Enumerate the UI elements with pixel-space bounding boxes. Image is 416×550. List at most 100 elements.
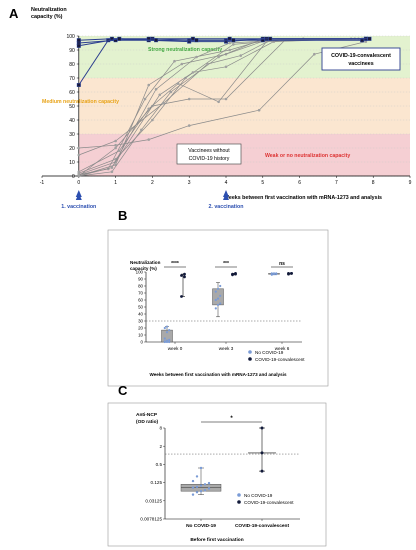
a-ytick-7: 70 bbox=[69, 76, 75, 82]
c-point-nocovid-5 bbox=[191, 486, 195, 489]
c-point-conv-1 bbox=[260, 451, 264, 455]
a-conv-point-3-5 bbox=[268, 36, 273, 41]
a-ytick-9: 90 bbox=[69, 48, 75, 54]
c-legend-conv: COVID-19-convalescent bbox=[244, 500, 294, 505]
a-naive-point-6-0 bbox=[77, 146, 81, 150]
a-ytick-0: 0 bbox=[72, 174, 75, 180]
b-point-conv-0-2 bbox=[180, 274, 183, 277]
a-xtick-9: 8 bbox=[372, 180, 375, 186]
b-legend-nocovid: No COVID-19 bbox=[255, 350, 284, 355]
band-label-weak: Weak or no neutralization capacity bbox=[265, 153, 350, 159]
a-naive-point-8-4 bbox=[228, 41, 231, 45]
b-point-nocovid-2-6 bbox=[270, 273, 273, 276]
b-ylabel-line1: Neutralization bbox=[130, 260, 161, 265]
b-sig-0: **** bbox=[171, 261, 179, 267]
c-ytick-2: 0.125 bbox=[151, 480, 163, 485]
b-point-nocovid-1-4 bbox=[216, 297, 220, 300]
a-naive-point-8-2 bbox=[154, 87, 158, 91]
c-ytick-1: 0.03125 bbox=[145, 498, 162, 503]
a-naive-point-0-4 bbox=[228, 48, 231, 52]
a-naive-point-9-1 bbox=[114, 139, 117, 143]
a-naive-point-8-1 bbox=[110, 166, 114, 169]
b-sig-1: *** bbox=[223, 261, 229, 267]
b-point-nocovid-1-7 bbox=[216, 287, 220, 290]
a-naive-point-6-6 bbox=[364, 40, 368, 43]
c-ytick-5: 8 bbox=[159, 426, 162, 431]
c-point-nocovid-0 bbox=[191, 493, 195, 496]
a-naive-point-7-3 bbox=[176, 82, 180, 85]
a-naive-point-0-2 bbox=[143, 97, 147, 101]
a-xtick-10: 9 bbox=[409, 180, 412, 186]
c-point-nocovid-10 bbox=[191, 479, 195, 483]
a-box-naive-line2: COVID-19 history bbox=[189, 156, 230, 162]
c-ytick-3: 0.5 bbox=[156, 462, 163, 467]
b-xtick-2: week 6 bbox=[275, 346, 290, 351]
b-point-conv-0-1 bbox=[183, 275, 186, 279]
b-point-conv-2-2 bbox=[287, 272, 290, 275]
b-point-nocovid-1-2 bbox=[219, 302, 222, 305]
a-conv-point-3-4 bbox=[231, 38, 236, 43]
a-conv-point-2-0 bbox=[76, 38, 81, 43]
a-xtick-3: 2 bbox=[151, 180, 154, 186]
a-naive-point-9-2 bbox=[162, 101, 165, 105]
c-point-nocovid-7 bbox=[199, 484, 203, 487]
c-xtick-1: COVID-19-convalescent bbox=[235, 523, 290, 529]
a-naive-point-6-5 bbox=[313, 52, 316, 56]
b-point-nocovid-1-3 bbox=[214, 298, 217, 302]
a-ytick-10: 100 bbox=[66, 34, 75, 40]
a-naive-point-1-3 bbox=[180, 62, 184, 66]
b-ytick-4: 40 bbox=[138, 312, 143, 317]
a-naive-point-0-3 bbox=[173, 59, 176, 63]
a-naive-point-6-1 bbox=[114, 143, 117, 147]
a-box-convalescent bbox=[321, 47, 401, 71]
a-naive-point-9-4 bbox=[239, 54, 243, 57]
b-point-conv-1-2 bbox=[231, 272, 234, 276]
a-conv-point-3-2 bbox=[154, 38, 159, 43]
b-point-nocovid-0-10 bbox=[165, 325, 169, 328]
a-arrow2-vacc2 bbox=[223, 193, 229, 200]
a-naive-point-1-2 bbox=[147, 83, 151, 87]
c-xlabel: Before first vaccination bbox=[190, 537, 243, 543]
c-point-conv-0 bbox=[260, 469, 264, 473]
c-ylabel-line1: Anti-NCP bbox=[136, 412, 158, 418]
a-naive-point-3-3 bbox=[169, 90, 173, 94]
a-naive-point-7-0 bbox=[77, 170, 81, 174]
c-point-nocovid-11 bbox=[195, 475, 199, 478]
a-ytick-5: 50 bbox=[69, 104, 75, 110]
b-ytick-5: 50 bbox=[138, 305, 143, 310]
a-ytick-4: 40 bbox=[69, 118, 75, 124]
a-box-conv-line2: vaccinees bbox=[348, 61, 373, 67]
a-naive-point-5-3 bbox=[187, 97, 191, 101]
a-naive-point-3-4 bbox=[217, 55, 220, 59]
a-ylabel-line1: Neutralization bbox=[31, 7, 67, 13]
c-legend-nocovid-marker bbox=[237, 493, 241, 497]
c-point-nocovid-9 bbox=[207, 481, 211, 485]
c-ytick-0: 0.0078125 bbox=[140, 517, 162, 522]
a-xtick-8: 7 bbox=[335, 180, 338, 186]
a-naive-point-3-1 bbox=[110, 170, 114, 174]
c-legend-conv-marker bbox=[237, 500, 241, 504]
a-ytick-1: 10 bbox=[69, 160, 75, 166]
b-ytick-1: 10 bbox=[138, 333, 143, 338]
b-point-conv-1-3 bbox=[234, 272, 237, 275]
a-box-conv-line1: COVID-19-convalescent bbox=[331, 53, 391, 59]
a-ylabel-line2: capacity (%) bbox=[31, 14, 63, 20]
panel-label-b: B bbox=[118, 208, 127, 223]
b-ytick-0: 0 bbox=[141, 340, 144, 345]
c-ylabel-line2: (OD ratio) bbox=[136, 419, 159, 425]
band-2 bbox=[78, 134, 411, 176]
a-label-vacc2: 2. vaccination bbox=[208, 204, 243, 210]
b-ytick-9: 90 bbox=[138, 277, 143, 282]
c-sig: * bbox=[230, 416, 233, 422]
b-point-nocovid-0-9 bbox=[163, 326, 166, 330]
b-legend-conv: COVID-19-convalescent bbox=[255, 357, 305, 362]
a-naive-point-6-3 bbox=[187, 124, 191, 127]
a-naive-point-5-4 bbox=[224, 97, 228, 101]
c-point-nocovid-2 bbox=[199, 489, 203, 493]
c-legend-nocovid: No COVID-19 bbox=[244, 493, 273, 498]
b-ytick-8: 80 bbox=[138, 284, 143, 289]
a-xtick-0: -1 bbox=[40, 180, 45, 186]
a-xtick-1: 0 bbox=[77, 180, 80, 186]
a-naive-point-2-4 bbox=[232, 43, 235, 46]
b-point-nocovid-1-8 bbox=[219, 284, 222, 288]
